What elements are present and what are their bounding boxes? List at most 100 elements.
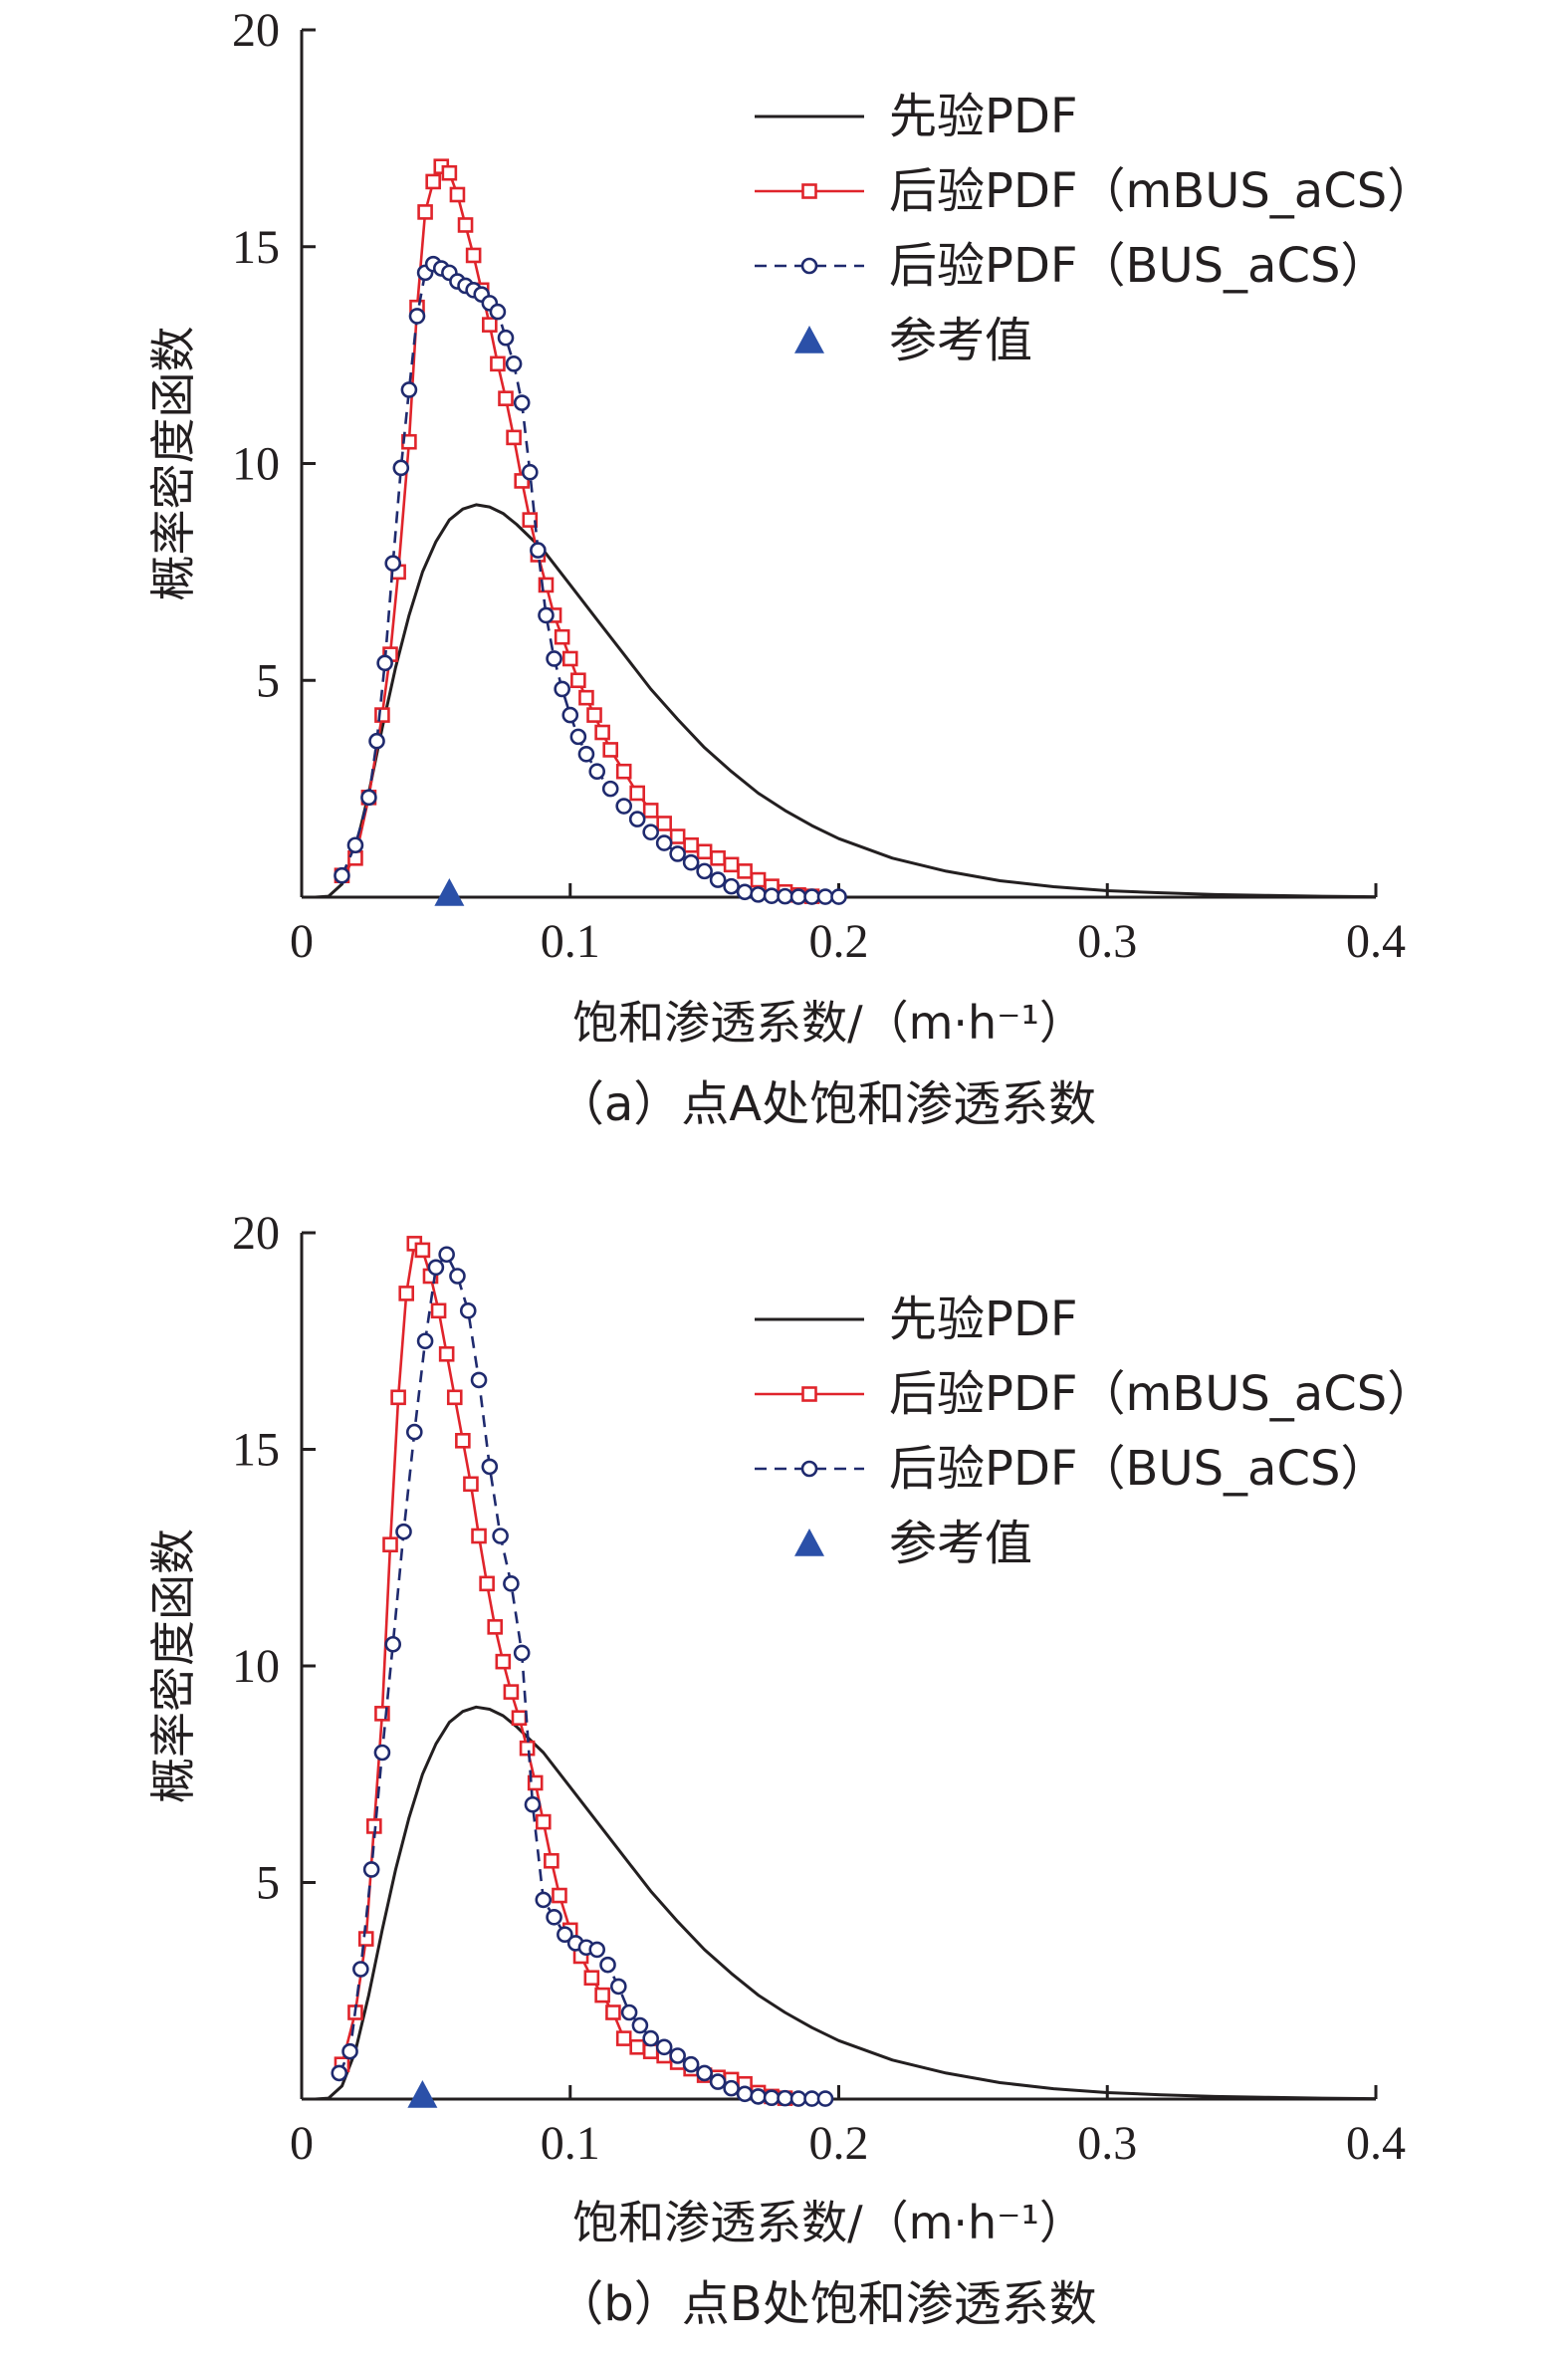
data-point [615, 763, 632, 780]
data-point [498, 390, 514, 406]
data-point [522, 512, 539, 528]
series-0 [315, 503, 1377, 899]
data-point [629, 2039, 645, 2055]
data-point [554, 680, 570, 698]
legend-entry-3: 参考值 [794, 313, 1032, 368]
data-point [395, 1523, 412, 1540]
data-point [569, 728, 587, 746]
series-2 [331, 1246, 834, 2107]
data-point [374, 707, 390, 723]
data-point [586, 707, 602, 723]
data-point [470, 1371, 488, 1389]
data-point [334, 866, 350, 884]
data-point [816, 888, 834, 905]
y-tick-label: 5 [256, 654, 280, 707]
series-1 [334, 1236, 793, 2106]
data-point [425, 173, 441, 190]
data-point [376, 654, 393, 672]
data-point [655, 2038, 673, 2056]
data-point [594, 724, 610, 741]
data-point [506, 429, 522, 446]
data-point [538, 606, 555, 624]
data-point [505, 355, 523, 372]
data-point [408, 308, 426, 325]
data-point [554, 628, 570, 645]
data-point [503, 1684, 520, 1700]
legend-marker [794, 1529, 824, 1556]
x-axis-label: 饱和渗透系数/（m·h⁻¹） [572, 2196, 1085, 2249]
data-point [588, 1941, 606, 1959]
series-line [340, 262, 839, 898]
data-point [610, 1978, 627, 1996]
data-point [362, 1861, 380, 1878]
data-point [709, 2073, 727, 2090]
x-tick-label: 0.4 [1346, 915, 1406, 968]
data-point [605, 2004, 621, 2020]
data-point [750, 2088, 767, 2105]
data-point [487, 1619, 504, 1635]
data-point [384, 555, 402, 572]
series-2 [334, 255, 847, 905]
series-1 [334, 158, 820, 904]
data-point [583, 1970, 600, 1986]
data-point [457, 217, 474, 233]
data-point [803, 888, 820, 905]
data-point [416, 1332, 434, 1350]
x-tick-label: 0.4 [1346, 2117, 1406, 2170]
data-point [737, 863, 753, 879]
data-point [511, 1710, 528, 1726]
series-3 [407, 2080, 438, 2108]
data-point [530, 542, 547, 559]
data-point [561, 706, 579, 724]
data-point [438, 1346, 455, 1362]
data-point [368, 732, 385, 750]
data-point [479, 1575, 495, 1592]
data-point [463, 1476, 479, 1493]
data-point [482, 317, 498, 333]
data-point [642, 2029, 659, 2047]
data-point [620, 2003, 638, 2021]
data-point [414, 1242, 431, 1259]
data-point [710, 850, 726, 866]
data-point [763, 2089, 781, 2106]
data-point [382, 1536, 398, 1552]
chart-panel-a: 0 0.1 0.2 0.3 0.4 5 10 15 20 饱和渗透系数/（m·h⁻¹） 概率密度函数… [146, 4, 1435, 1132]
x-tick-label: 0 [290, 2117, 314, 2170]
data-point [578, 689, 594, 706]
legend-label: 后验PDF（BUS_aCS） [889, 1441, 1388, 1497]
data-point [642, 2043, 659, 2059]
data-point [384, 1635, 402, 1653]
legend-marker [801, 183, 817, 199]
legend-marker [794, 326, 824, 353]
data-point [495, 1653, 512, 1670]
data-point [331, 2064, 348, 2082]
series-3 [434, 878, 465, 906]
data-point [341, 2042, 358, 2060]
x-tick-label: 0.1 [541, 915, 600, 968]
data-point [615, 798, 633, 815]
data-point [696, 2064, 713, 2082]
data-point [459, 1302, 477, 1319]
data-point [723, 877, 740, 895]
data-point [513, 1644, 531, 1662]
legend-label: 先验PDF [889, 89, 1078, 144]
legend-entry-2: 后验PDF（BUS_aCS） [755, 238, 1388, 294]
legend-label: 后验PDF（mBUS_aCS） [889, 1366, 1435, 1422]
legend-marker [800, 257, 818, 275]
x-tick-label: 0.1 [541, 2117, 600, 2170]
data-point [441, 164, 458, 181]
data-point [561, 650, 578, 667]
legend-marker [800, 1460, 818, 1478]
data-point [373, 1744, 391, 1762]
data-point [696, 843, 713, 860]
data-point [438, 1246, 455, 1264]
data-point [513, 394, 531, 411]
data-point [535, 1891, 553, 1909]
data-point [535, 1813, 552, 1830]
data-point [682, 2055, 700, 2073]
data-point [789, 888, 807, 905]
data-point [557, 1926, 573, 1943]
data-point [629, 785, 645, 802]
legend-label: 参考值 [889, 1516, 1032, 1571]
